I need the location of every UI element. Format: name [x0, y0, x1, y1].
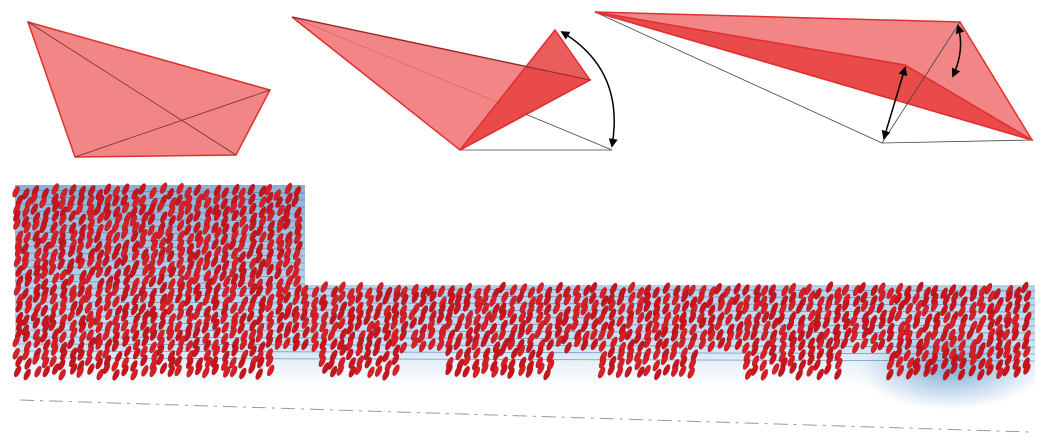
flatten-diagram [595, 12, 1032, 143]
fold-diagram [292, 17, 614, 150]
page: (() => { const svg = document.getElement… [0, 0, 1042, 443]
quad-diagram [28, 22, 270, 157]
figure [0, 0, 1042, 443]
quad [28, 22, 270, 157]
edge [882, 140, 1032, 143]
simulation-field [11, 182, 1040, 432]
dashed-line [20, 400, 1030, 432]
